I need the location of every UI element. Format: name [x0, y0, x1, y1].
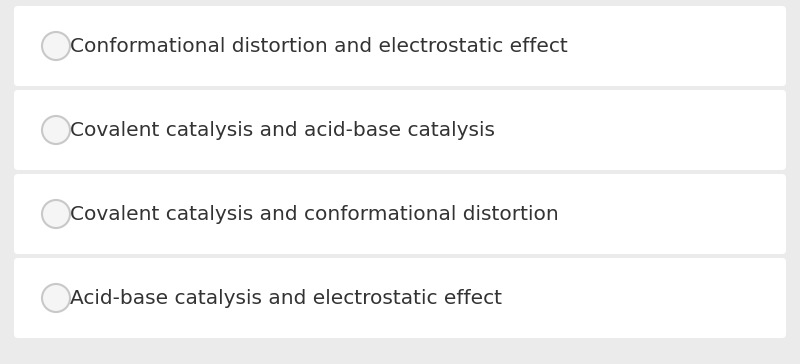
Text: Covalent catalysis and acid-base catalysis: Covalent catalysis and acid-base catalys… — [70, 120, 495, 139]
FancyBboxPatch shape — [14, 90, 786, 170]
Text: Conformational distortion and electrostatic effect: Conformational distortion and electrosta… — [70, 36, 568, 55]
Ellipse shape — [42, 116, 70, 144]
FancyBboxPatch shape — [14, 6, 786, 86]
Ellipse shape — [42, 32, 70, 60]
Ellipse shape — [42, 200, 70, 228]
Text: Acid-base catalysis and electrostatic effect: Acid-base catalysis and electrostatic ef… — [70, 289, 502, 308]
Ellipse shape — [42, 284, 70, 312]
FancyBboxPatch shape — [14, 174, 786, 254]
Text: Covalent catalysis and conformational distortion: Covalent catalysis and conformational di… — [70, 205, 558, 223]
FancyBboxPatch shape — [14, 258, 786, 338]
